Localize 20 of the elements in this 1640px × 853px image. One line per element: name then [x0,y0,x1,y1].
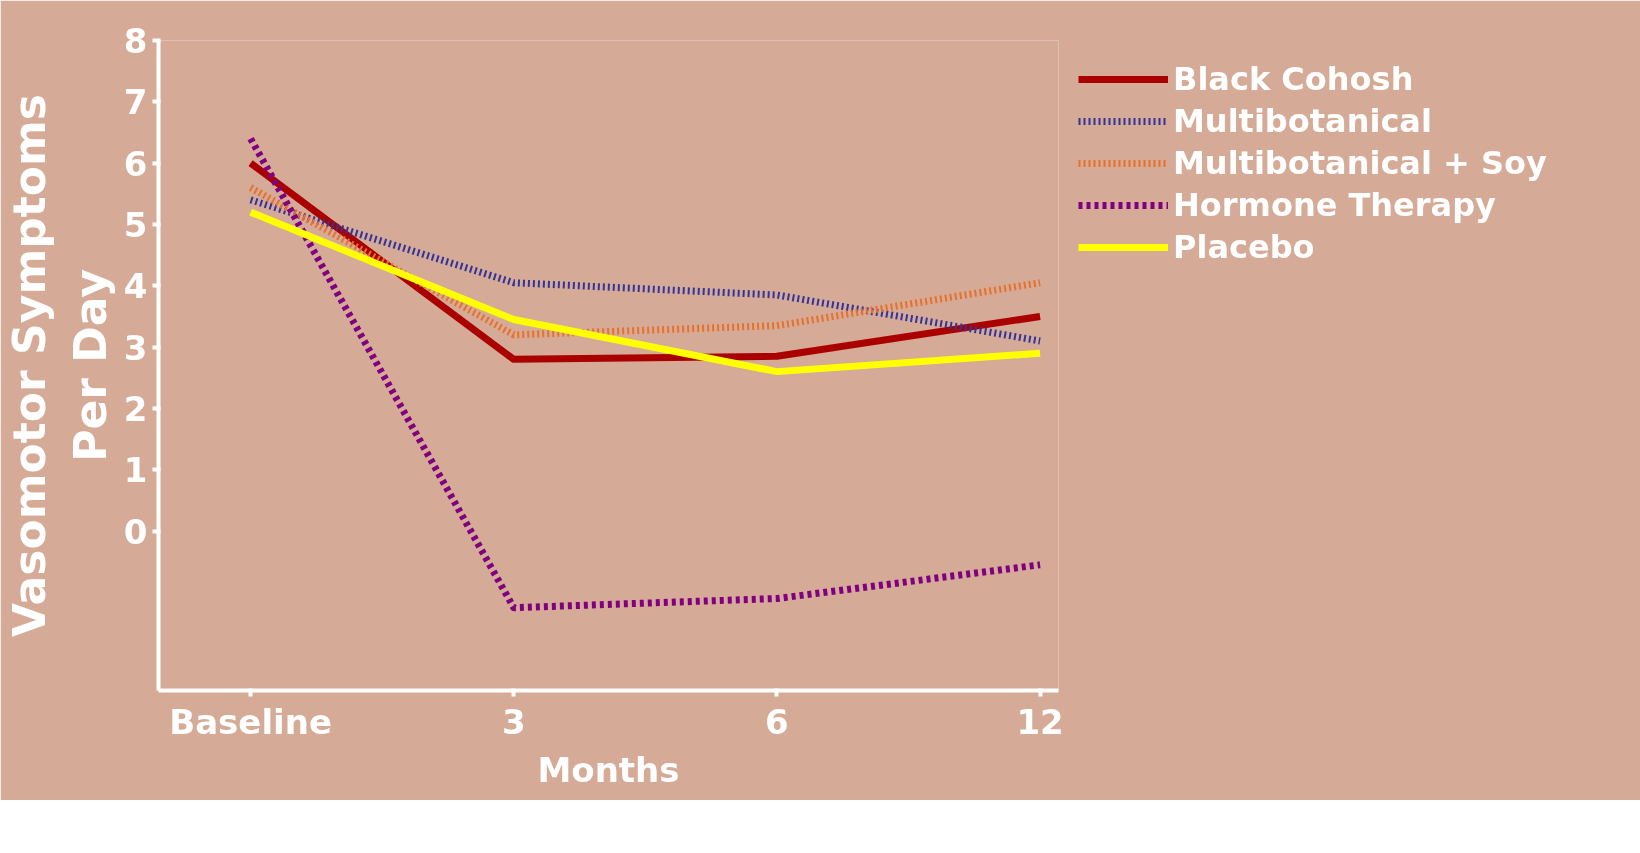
x-tick-label: 3 [501,701,526,742]
y-axis-title: Vasomotor Symptoms Per Day [3,93,116,638]
legend-label: Placebo [1173,228,1315,266]
y-tick-label: 4 [123,266,148,307]
legend-label: Black Cohosh [1173,60,1414,98]
y-tick-label: 5 [123,204,148,245]
x-axis-title: Months [537,749,680,790]
y-tick-label: 1 [123,450,148,491]
x-tick-label: 12 [1016,701,1064,742]
y-tick-label: 2 [123,388,148,429]
y-tick-label: 3 [123,327,148,368]
y-tick-label: 0 [123,511,148,552]
legend-label: Multibotanical [1173,102,1432,140]
y-tick-label: 8 [123,21,148,61]
y-tick-label: 6 [123,143,148,184]
x-tick-label: 6 [765,701,789,742]
x-tick-label: Baseline [169,701,332,742]
y-tick-label: 7 [123,82,148,123]
legend-label: Multibotanical + Soy [1173,144,1547,182]
legend-label: Hormone Therapy [1173,186,1496,224]
